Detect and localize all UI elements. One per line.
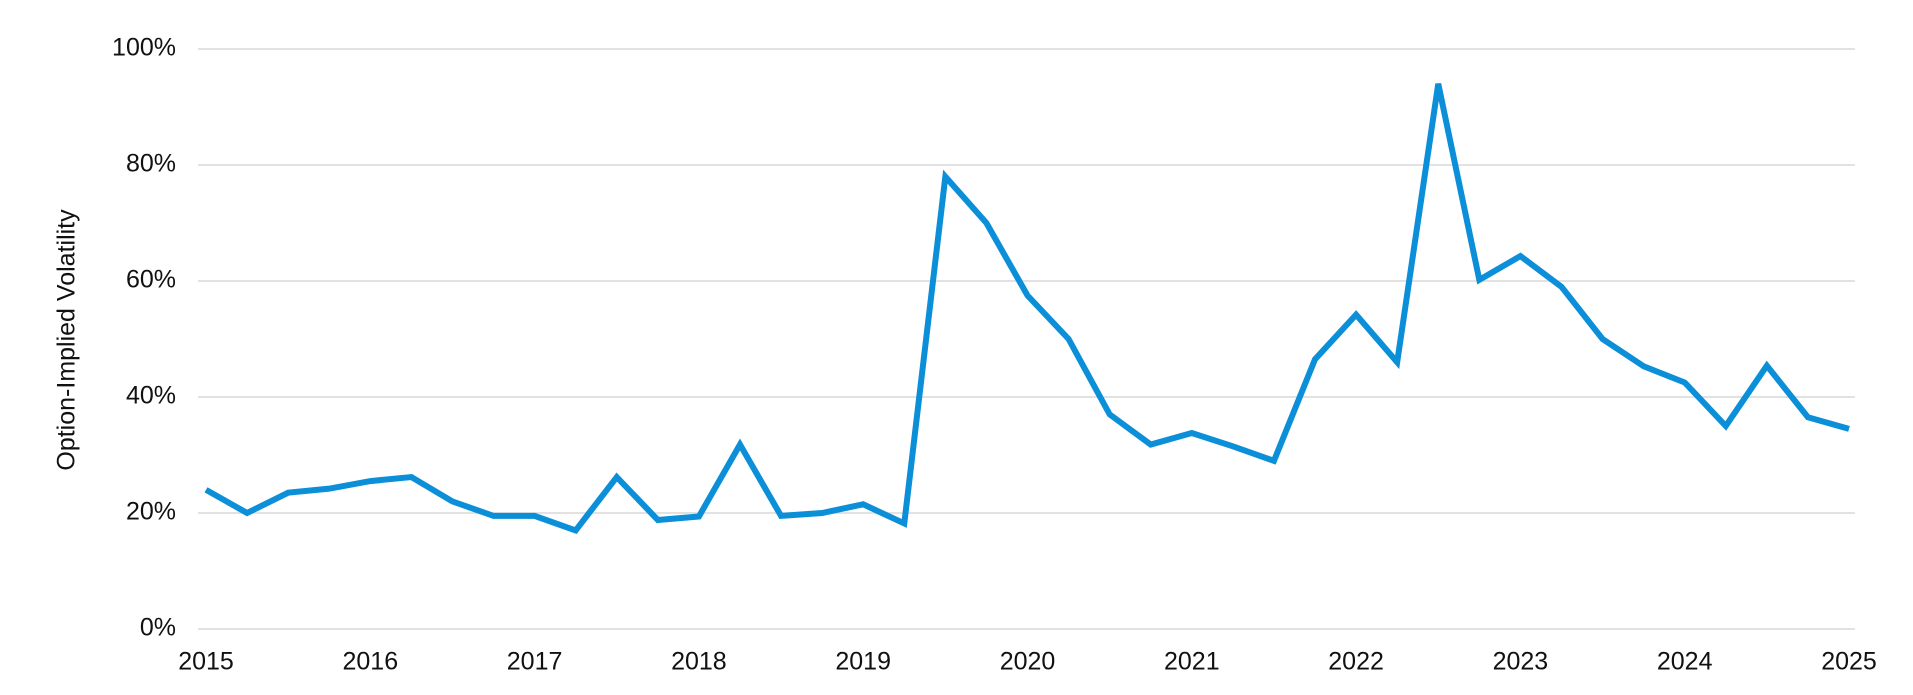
x-tick-label: 2017 bbox=[507, 648, 563, 676]
x-tick-label: 2022 bbox=[1328, 648, 1384, 676]
x-tick-label: 2025 bbox=[1821, 648, 1877, 676]
x-tick-label: 2020 bbox=[1000, 648, 1056, 676]
x-tick-label: 2019 bbox=[835, 648, 891, 676]
y-axis-label: Option-Implied Volatility bbox=[53, 209, 81, 471]
x-tick-label: 2024 bbox=[1657, 648, 1713, 676]
y-tick-label: 80% bbox=[126, 150, 176, 178]
x-tick-label: 2023 bbox=[1493, 648, 1549, 676]
y-tick-label: 100% bbox=[112, 34, 176, 62]
data-line bbox=[204, 83, 1850, 534]
y-tick-label: 0% bbox=[140, 614, 176, 642]
x-tick-label: 2018 bbox=[671, 648, 727, 676]
y-tick-label: 40% bbox=[126, 382, 176, 410]
x-tick-label: 2015 bbox=[178, 648, 234, 676]
x-tick-label: 2021 bbox=[1164, 648, 1220, 676]
x-tick-label: 2016 bbox=[342, 648, 398, 676]
y-tick-label: 60% bbox=[126, 266, 176, 294]
y-tick-label: 20% bbox=[126, 498, 176, 526]
